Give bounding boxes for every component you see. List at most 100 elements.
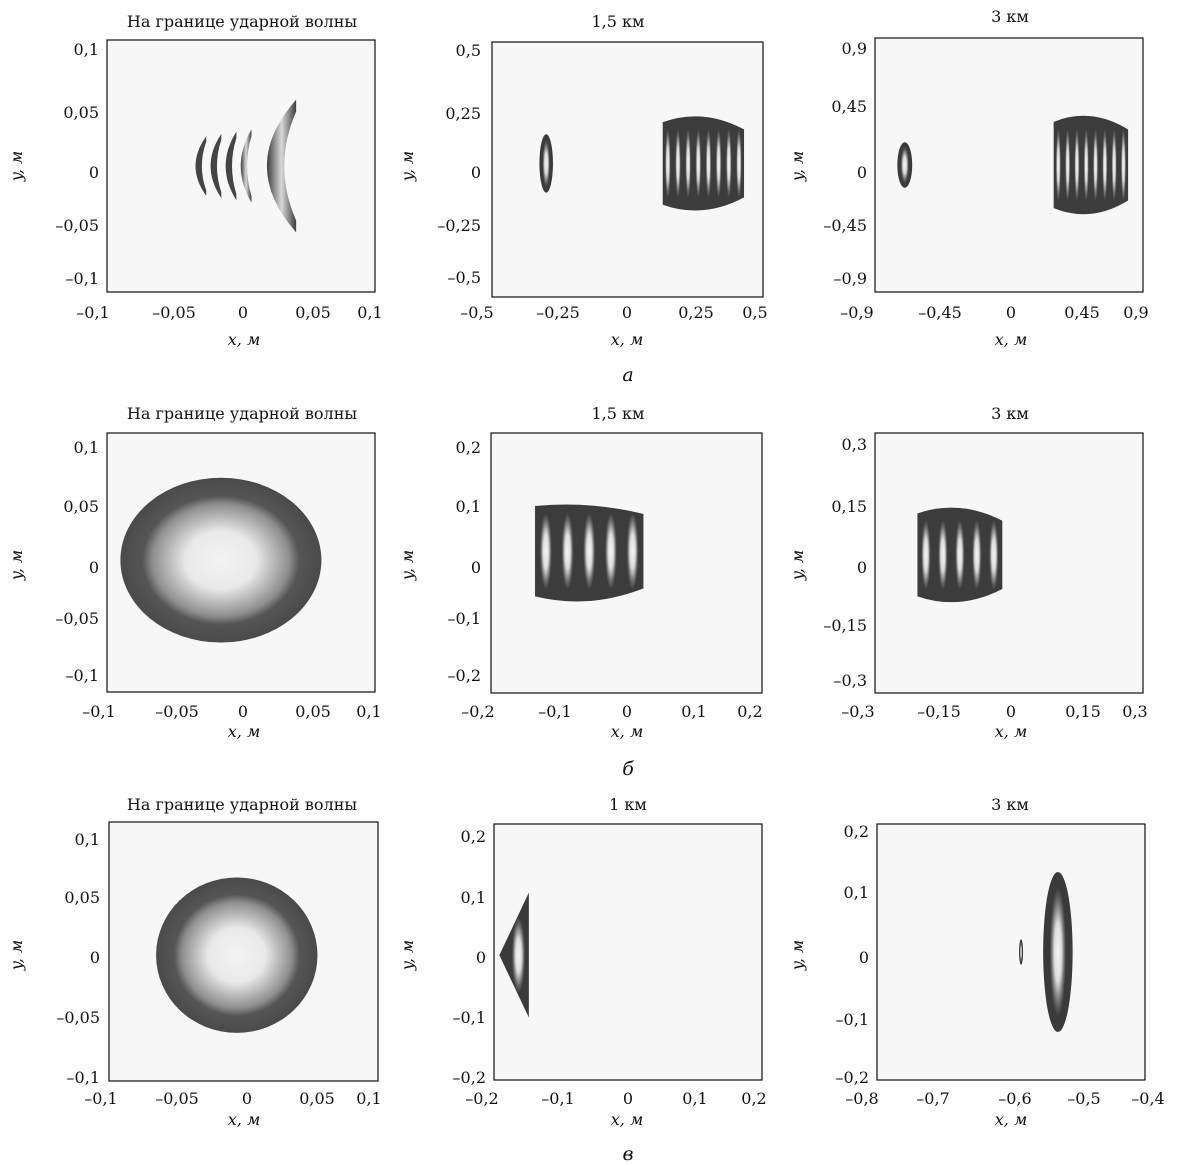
panel-title: 3 км — [991, 404, 1029, 423]
panel-c-1: На границе ударной волны –0,1 –0,05 0 0,… — [7, 795, 382, 1129]
field-band — [665, 128, 671, 199]
x-tick-label: 0 — [622, 702, 632, 721]
panel-c-3: 3 км –0,8 –0,7 –0,6 –0,5 –0,4 0,2 0,1 0 … — [788, 795, 1165, 1129]
y-tick-label: 0 — [89, 163, 99, 182]
field-band — [705, 128, 712, 199]
x-tick-label: 0,3 — [1122, 702, 1147, 721]
x-tick-label: 0,9 — [1123, 303, 1148, 322]
x-axis-label: x, м — [611, 722, 643, 741]
x-tick-label: 0 — [242, 1089, 252, 1108]
x-tick-label: –0,05 — [155, 1089, 199, 1108]
field-band — [675, 128, 681, 199]
field-crescent — [266, 99, 297, 233]
field-spot-core — [1019, 941, 1023, 963]
x-axis-label: x, м — [995, 1110, 1027, 1129]
y-tick-label: 0,2 — [461, 827, 486, 846]
y-tick-label: –0,05 — [56, 1008, 100, 1027]
panel-a-1: На границе ударной волны –0,1 –0,05 0 0,… — [7, 12, 383, 349]
y-tick-label: –0,15 — [823, 616, 867, 635]
x-tick-label: –0,45 — [918, 303, 962, 322]
x-axis-label: x, м — [995, 330, 1027, 349]
y-tick-label: –0,2 — [836, 1068, 869, 1087]
field-body — [1053, 115, 1129, 215]
field-body — [662, 116, 745, 211]
field-band — [1102, 128, 1108, 202]
y-tick-label: 0,1 — [74, 438, 99, 457]
y-tick-label: –0,05 — [55, 216, 99, 235]
y-tick-label: 0,1 — [74, 40, 99, 59]
y-tick-label: 0,25 — [445, 104, 481, 123]
field-crescent — [210, 133, 222, 199]
y-tick-label: –0,1 — [836, 1010, 869, 1029]
x-tick-label: –0,15 — [917, 702, 961, 721]
row-label: б — [622, 758, 634, 780]
y-tick-label: 0 — [471, 558, 481, 577]
y-axis-label: y, м — [398, 550, 417, 581]
x-tick-label: 0,1 — [356, 1089, 381, 1108]
y-tick-label: 0,5 — [456, 41, 481, 60]
y-tick-label: –0,3 — [834, 671, 867, 690]
field-band — [955, 519, 965, 590]
panel-b-3: 3 км –0,3 –0,15 0 0,15 0,3 0,3 0,15 0 –0… — [788, 404, 1148, 741]
y-tick-label: 0,3 — [842, 435, 867, 454]
panel-title: На границе ударной волны — [127, 12, 357, 31]
field-band — [1074, 128, 1080, 202]
x-tick-label: –0,5 — [460, 303, 493, 322]
y-tick-label: 0,05 — [63, 103, 99, 122]
x-tick-label: 0,1 — [681, 702, 706, 721]
x-tick-label: 0,25 — [678, 303, 714, 322]
y-tick-label: 0 — [859, 948, 869, 967]
panel-title: 1,5 км — [592, 404, 645, 423]
field-band — [989, 519, 999, 590]
row-label: а — [622, 364, 633, 386]
x-tick-label: 0,2 — [741, 1089, 766, 1108]
x-tick-label: 0,05 — [295, 702, 331, 721]
y-axis-label: y, м — [398, 151, 417, 182]
x-tick-label: –0,1 — [76, 303, 109, 322]
y-tick-label: 0 — [90, 948, 100, 967]
field-band — [1111, 128, 1117, 202]
x-tick-label: 0 — [622, 303, 632, 322]
field-band — [604, 512, 617, 590]
y-tick-label: –0,1 — [66, 269, 99, 288]
y-tick-label: 0,1 — [456, 497, 481, 516]
field-spot-core — [900, 146, 909, 184]
x-tick-label: 0,1 — [682, 1089, 707, 1108]
panel-title: 3 км — [991, 7, 1029, 26]
panel-b-1: На границе ударной волны –0,1 –0,05 0 0,… — [7, 404, 382, 741]
field-band — [1083, 128, 1089, 202]
x-axis-label: x, м — [228, 330, 260, 349]
x-tick-label: –0,3 — [841, 702, 874, 721]
x-tick-label: –0,05 — [152, 303, 196, 322]
x-tick-label: 0,1 — [356, 702, 381, 721]
field-band — [1092, 128, 1099, 202]
plot-area — [493, 823, 763, 1081]
field-band — [921, 519, 931, 590]
y-tick-label: 0 — [857, 163, 867, 182]
field-band — [938, 519, 948, 590]
field-band — [1065, 128, 1071, 202]
plot-area — [876, 823, 1146, 1081]
y-tick-label: –0,05 — [55, 609, 99, 628]
x-tick-label: 0,1 — [357, 303, 382, 322]
y-tick-label: –0,5 — [448, 268, 481, 287]
x-tick-label: –0,2 — [465, 1089, 498, 1108]
x-tick-label: –0,5 — [1067, 1089, 1100, 1108]
field-band — [695, 128, 702, 199]
y-axis-label: y, м — [788, 940, 807, 971]
x-tick-label: 0 — [238, 303, 248, 322]
y-tick-label: –0,1 — [66, 666, 99, 685]
y-tick-label: 0 — [857, 558, 867, 577]
y-tick-label: 0,15 — [831, 497, 867, 516]
x-tick-label: –0,4 — [1131, 1089, 1164, 1108]
y-axis-label: y, м — [7, 550, 26, 581]
field-band — [583, 512, 596, 590]
x-tick-label: 0,5 — [742, 303, 767, 322]
field-band — [1055, 128, 1061, 202]
x-tick-label: –0,1 — [82, 702, 115, 721]
panel-title: На границе ударной волны — [127, 795, 357, 814]
y-tick-label: 0,05 — [63, 497, 99, 516]
y-tick-label: –0,2 — [448, 666, 481, 685]
y-tick-label: 0,9 — [842, 39, 867, 58]
